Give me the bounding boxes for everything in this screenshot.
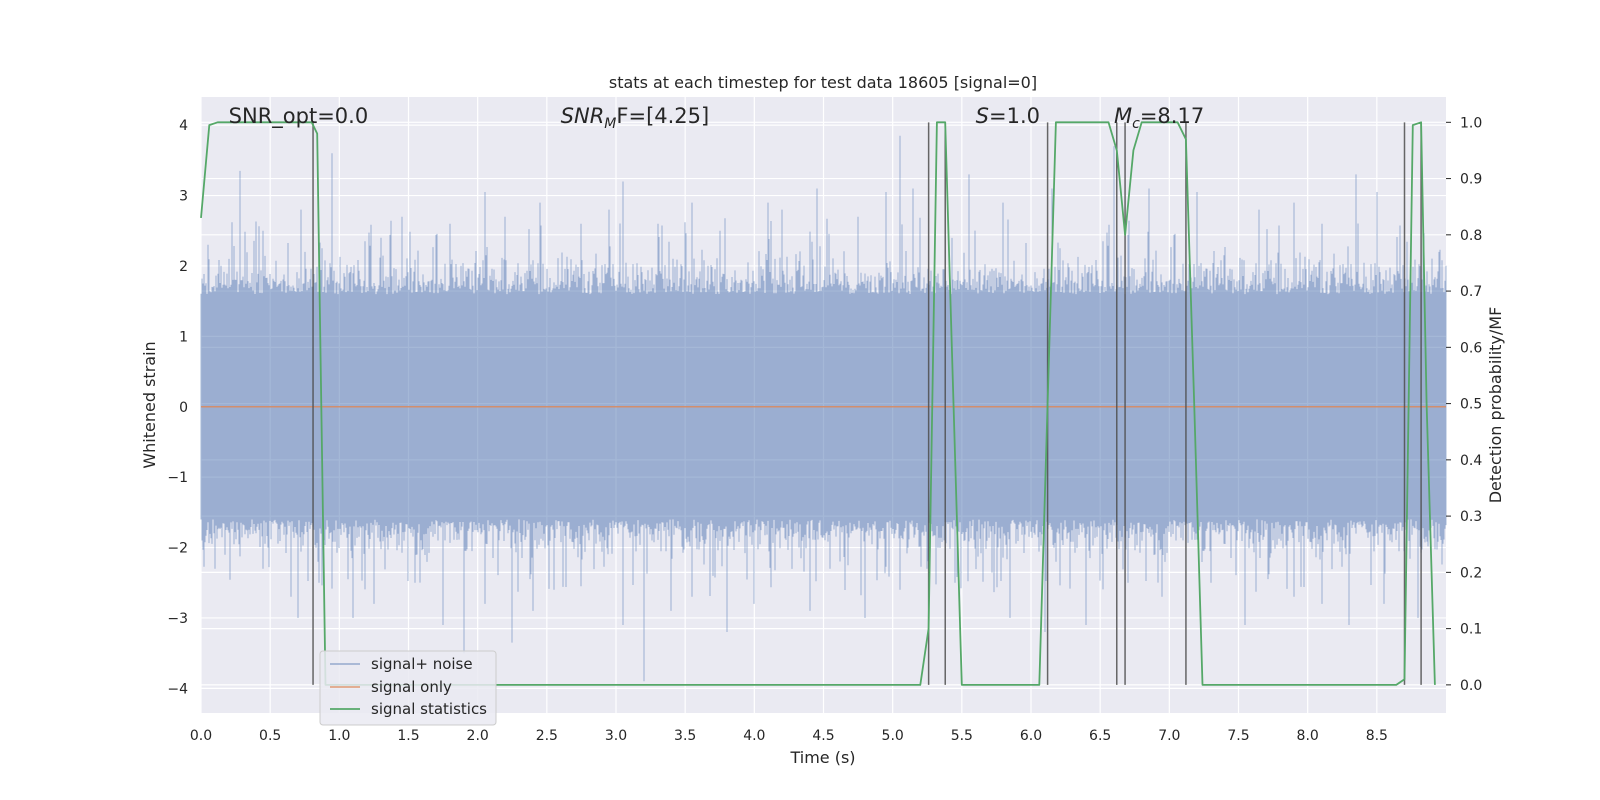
- x-tick-label: 6.5: [1089, 728, 1111, 744]
- chart-title: stats at each timestep for test data 186…: [609, 73, 1037, 92]
- y2-tick-label: 0.0: [1460, 678, 1482, 694]
- x-tick-label: 8.5: [1366, 728, 1388, 744]
- legend-frame: [319, 650, 497, 726]
- y2-tick-label: 0.9: [1460, 172, 1482, 188]
- y-tick-label: −1: [167, 470, 188, 486]
- annotation-snr-mf: SNRMF=[4.25]: [561, 104, 710, 132]
- y-tick-label: 2: [179, 259, 188, 275]
- legend: signal+ noise signal only signal statist…: [319, 650, 497, 726]
- x-tick-label: 2.0: [467, 728, 489, 744]
- y2-tick-label: 0.6: [1460, 340, 1482, 356]
- y-axis-label: Whitened strain: [140, 341, 159, 468]
- y-tick-label: 1: [179, 329, 188, 345]
- x-tick-label: 2.5: [536, 728, 558, 744]
- y2-tick-label: 1.0: [1460, 115, 1482, 131]
- y2-tick-label: 0.8: [1460, 228, 1482, 244]
- annotations: SNR_opt=0.0 SNRMF=[4.25] S=1.0 Mc=8.17: [229, 104, 1205, 132]
- x-tick-label: 0.0: [190, 728, 212, 744]
- x-tick-label: 0.5: [259, 728, 281, 744]
- x-axis-label: Time (s): [789, 748, 855, 767]
- y-tick-label: 4: [179, 118, 188, 134]
- annotation-mc: Mc=8.17: [1114, 104, 1204, 132]
- x-tick-label: 3.5: [674, 728, 696, 744]
- y2-tick-label: 0.1: [1460, 622, 1482, 638]
- legend-label-signal-only: signal only: [371, 678, 452, 696]
- legend-label-signal-noise: signal+ noise: [371, 655, 473, 673]
- y2-axis-label: Detection probability/MF: [1486, 307, 1505, 504]
- x-tick-label: 5.5: [951, 728, 973, 744]
- x-tick-label: 1.0: [328, 728, 350, 744]
- series-signal-statistics: [200, 121, 1436, 686]
- signal-statistics-line: [200, 121, 1436, 686]
- y-tick-label: −3: [167, 611, 188, 627]
- legend-label-signal-statistics: signal statistics: [371, 700, 487, 718]
- y-tick-label: −2: [167, 541, 188, 557]
- annotation-s-stat: S=1.0: [976, 104, 1040, 128]
- y-tick-label: 3: [179, 189, 188, 205]
- y2-tick-label: 0.2: [1460, 565, 1482, 581]
- x-tick-label: 5.0: [882, 728, 904, 744]
- x-tick-label: 3.0: [605, 728, 627, 744]
- x-tick-label: 7.0: [1158, 728, 1180, 744]
- y2-tick-label: 0.3: [1460, 509, 1482, 525]
- x-tick-label: 7.5: [1227, 728, 1249, 744]
- x-tick-label: 4.5: [812, 728, 834, 744]
- x-tick-label: 4.0: [743, 728, 765, 744]
- y2-tick-label: 0.4: [1460, 453, 1482, 469]
- y2-tick-label: 0.7: [1460, 284, 1482, 300]
- y2-tick-label: 0.5: [1460, 397, 1482, 413]
- x-tick-label: 1.5: [397, 728, 419, 744]
- y-tick-label: 0: [179, 400, 188, 416]
- axis-ticks: 0.0 0.5 1.0 1.5 2.0 2.5 3.0 3.5 4.0 4.5 5.0 5.5 6.0 6…: [167, 115, 1482, 744]
- x-tick-label: 6.0: [1020, 728, 1042, 744]
- x-tick-label: 8.0: [1297, 728, 1319, 744]
- y-tick-label: −4: [167, 681, 188, 697]
- annotation-snr-opt: SNR_opt=0.0: [229, 104, 369, 129]
